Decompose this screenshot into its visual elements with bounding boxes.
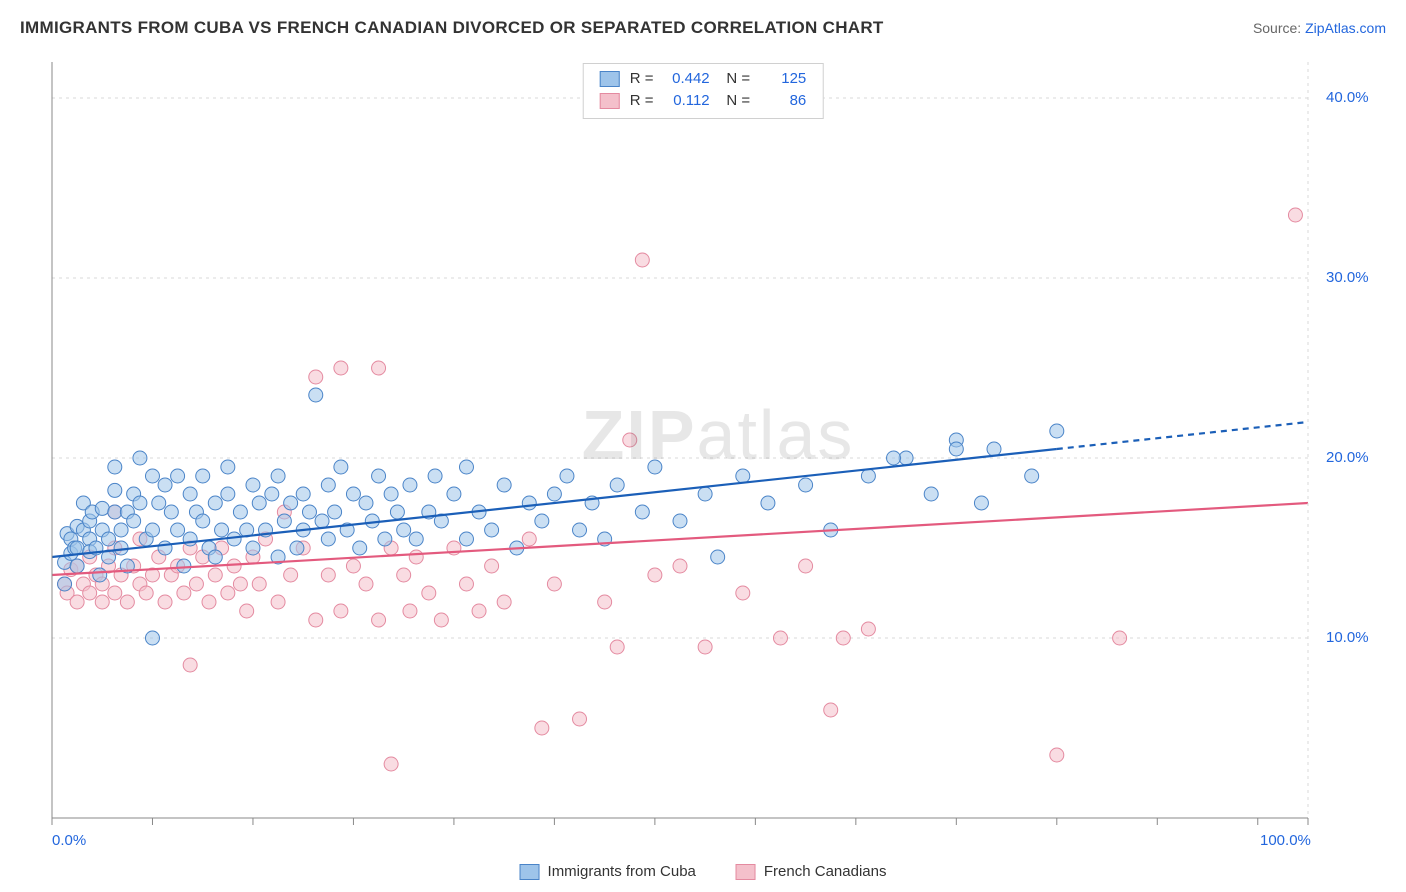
swatch-cuba (600, 71, 620, 87)
source-link[interactable]: ZipAtlas.com (1305, 20, 1386, 36)
y-tick-label: 40.0% (1326, 89, 1369, 106)
x-tick-label: 100.0% (1260, 832, 1311, 849)
chart-title: IMMIGRANTS FROM CUBA VS FRENCH CANADIAN … (20, 18, 884, 37)
legend-label-cuba: Immigrants from Cuba (548, 863, 696, 880)
y-tick-label: 20.0% (1326, 449, 1369, 466)
legend-label-french: French Canadians (764, 863, 887, 880)
legend-stats-cuba: R = 0.442 N = 125 (630, 68, 807, 90)
n-value-cuba: 125 (754, 68, 806, 90)
correlation-legend: R = 0.442 N = 125 R = 0.112 N = 86 (583, 63, 824, 119)
swatch-cuba (520, 864, 540, 880)
legend-stats-french: R = 0.112 N = 86 (630, 90, 807, 112)
x-tick-label: 0.0% (52, 832, 86, 849)
r-label: R = (630, 70, 654, 87)
n-label: N = (726, 70, 750, 87)
legend-item-french: French Canadians (736, 863, 887, 880)
n-value-french: 86 (754, 90, 806, 112)
legend-row-french: R = 0.112 N = 86 (600, 90, 807, 112)
r-value-french: 0.112 (658, 90, 710, 112)
source-prefix: Source: (1253, 20, 1305, 36)
y-tick-label: 10.0% (1326, 629, 1369, 646)
n-label: N = (726, 92, 750, 109)
header: IMMIGRANTS FROM CUBA VS FRENCH CANADIAN … (20, 18, 1386, 48)
y-tick-label: 30.0% (1326, 269, 1369, 286)
swatch-french (736, 864, 756, 880)
scatter-chart (50, 60, 1386, 842)
swatch-french (600, 93, 620, 109)
r-value-cuba: 0.442 (658, 68, 710, 90)
source-attribution: Source: ZipAtlas.com (1253, 20, 1386, 36)
legend-item-cuba: Immigrants from Cuba (520, 863, 696, 880)
r-label: R = (630, 92, 654, 109)
chart-area: ZIPatlas (50, 60, 1386, 842)
legend-row-cuba: R = 0.442 N = 125 (600, 68, 807, 90)
series-legend: Immigrants from Cuba French Canadians (520, 863, 887, 880)
